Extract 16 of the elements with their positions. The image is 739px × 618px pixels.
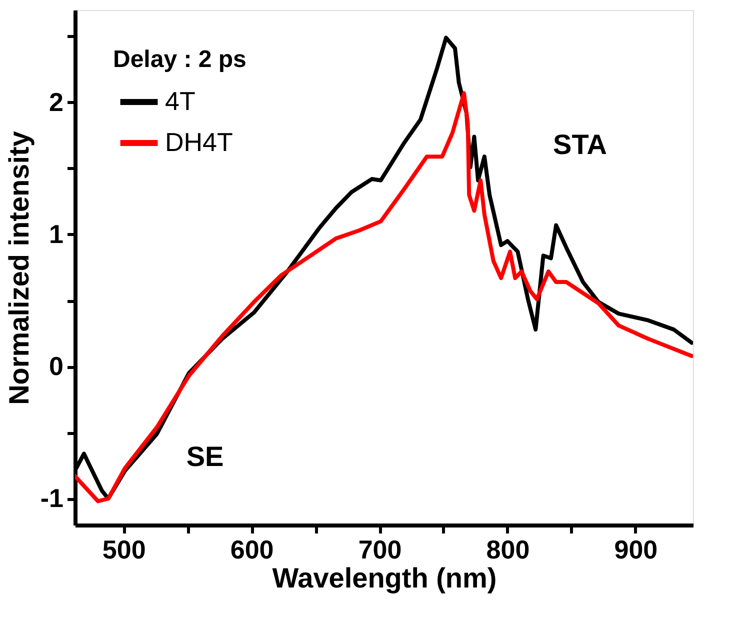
x-axis-title: Wavelength (nm) <box>272 562 497 594</box>
x-tick-label: 600 <box>230 534 274 564</box>
y-axis-title: Normalized intensity <box>3 130 34 405</box>
legend-label: 4T <box>165 86 196 116</box>
x-tick-label: 900 <box>614 534 658 564</box>
annotation: STA <box>553 129 607 160</box>
legend-label: DH4T <box>165 127 234 157</box>
y-tick-label: 2 <box>49 86 64 117</box>
y-tick-label: -1 <box>40 483 64 514</box>
legend-title: Delay : 2 ps <box>113 46 246 73</box>
x-tick-label: 800 <box>486 534 530 564</box>
x-tick-label: 700 <box>358 534 402 564</box>
y-tick-label: 0 <box>49 351 64 382</box>
y-tick-label: 1 <box>49 218 64 249</box>
annotation: SE <box>186 441 224 472</box>
x-tick-label: 500 <box>102 534 146 564</box>
